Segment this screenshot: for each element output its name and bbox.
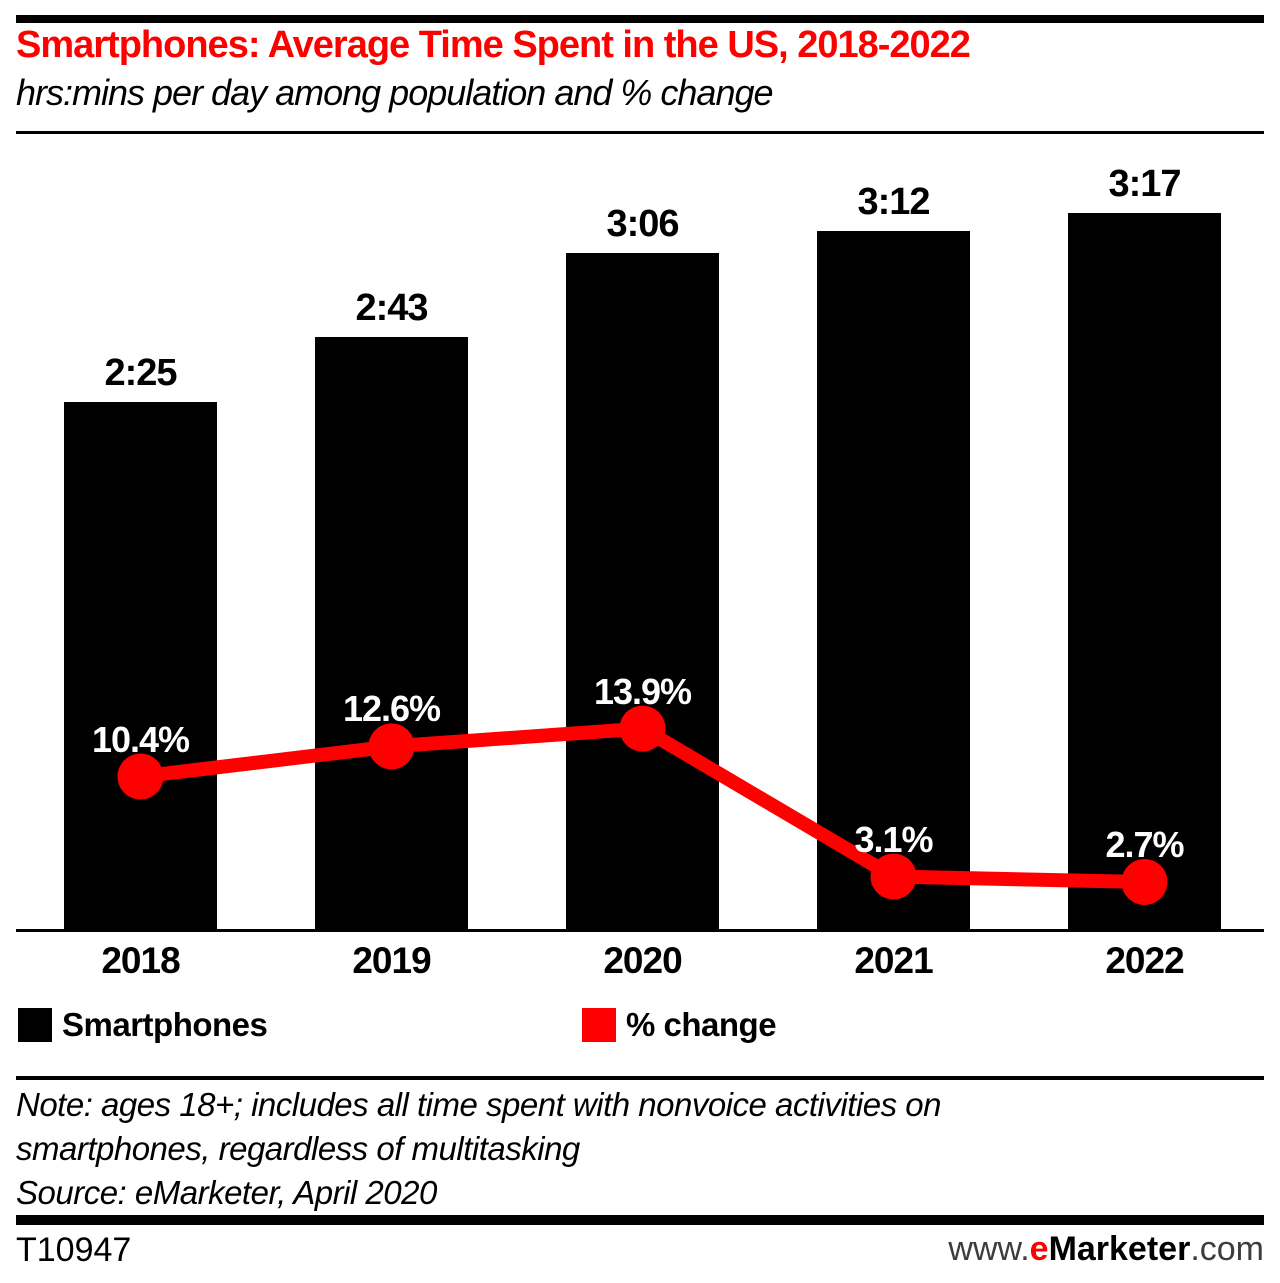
legend-swatch-pct-change [582, 1008, 616, 1042]
bar-2018 [64, 402, 217, 930]
bar-value-label-2021: 3:12 [857, 181, 930, 224]
bar-2022 [1068, 212, 1221, 930]
url-www: www. [948, 1230, 1030, 1268]
top-divider [16, 15, 1264, 23]
note-text-line-2: smartphones, regardless of multitasking [16, 1130, 580, 1167]
x-axis-label-2021: 2021 [854, 940, 933, 981]
pct-label-2019: 12.6% [342, 688, 441, 730]
url-brand-e: e [1029, 1230, 1049, 1268]
bar-value-label-2020: 3:06 [606, 202, 679, 245]
pct-label-2020: 13.9% [593, 670, 692, 712]
legend-swatch-smartphones [18, 1008, 52, 1042]
chart-title: Smartphones: Average Time Spent in the U… [16, 24, 971, 66]
url-com: .com [1190, 1230, 1264, 1268]
bar-value-label-2019: 2:43 [355, 286, 428, 329]
legend-label-pct-change: % change [626, 1006, 777, 1043]
x-axis-label-2019: 2019 [352, 940, 431, 981]
note-text-line-1: Note: ages 18+; includes all time spent … [16, 1086, 941, 1123]
pct-label-2022: 2.7% [1105, 824, 1184, 865]
pct-label-2018: 10.4% [91, 718, 190, 760]
x-axis-line [16, 929, 1264, 932]
pct-label-2021: 3.1% [854, 818, 933, 860]
emarketer-url: www.eMarketer.com [948, 1230, 1264, 1269]
footer-divider [16, 1215, 1264, 1225]
header-divider [16, 131, 1264, 134]
bar-value-label-2018: 2:25 [104, 352, 177, 395]
legend-label-smartphones: Smartphones [62, 1006, 268, 1043]
chart-subtitle: hrs:mins per day among population and % … [16, 72, 774, 113]
x-axis-label-2018: 2018 [101, 940, 180, 981]
note-divider [16, 1076, 1264, 1080]
x-axis-label-2022: 2022 [1105, 940, 1184, 981]
bar-2020 [566, 252, 719, 930]
chart-id: T10947 [16, 1231, 132, 1269]
bar-value-label-2022: 3:17 [1108, 162, 1181, 205]
bar-2019 [315, 336, 468, 930]
x-axis-label-2020: 2020 [603, 940, 682, 981]
url-brand-marketer: Marketer [1048, 1230, 1191, 1268]
source-text: Source: eMarketer, April 2020 [16, 1174, 437, 1211]
